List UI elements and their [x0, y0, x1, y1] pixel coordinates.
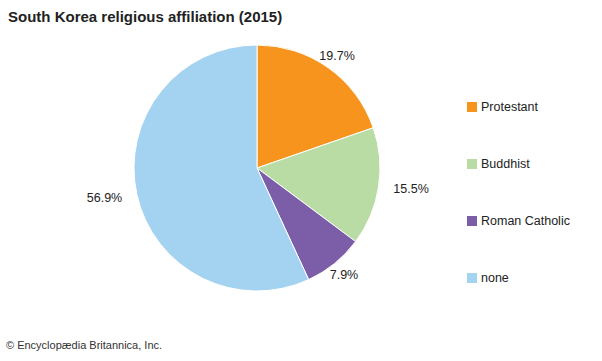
legend-label: Roman Catholic [481, 214, 570, 228]
legend-swatch [467, 273, 477, 283]
pie [134, 45, 380, 291]
legend-swatch [467, 216, 477, 226]
pie-slice [134, 45, 309, 291]
data-label: 15.5% [393, 182, 428, 196]
legend: Protestant Buddhist Roman Catholic none [467, 100, 570, 285]
data-label: 56.9% [87, 191, 122, 205]
legend-label: Protestant [481, 100, 539, 114]
title: South Korea religious affiliation (2015) [8, 8, 282, 25]
legend-label: Buddhist [481, 157, 530, 171]
data-label: 7.9% [330, 268, 359, 282]
legend-swatch [467, 102, 477, 112]
legend-label: none [481, 271, 509, 285]
data-label: 19.7% [319, 49, 354, 63]
annotation: © Encyclopædia Britannica, Inc. [6, 339, 162, 351]
legend-swatch [467, 159, 477, 169]
chart: South Korea religious affiliation (2015)… [0, 0, 602, 361]
